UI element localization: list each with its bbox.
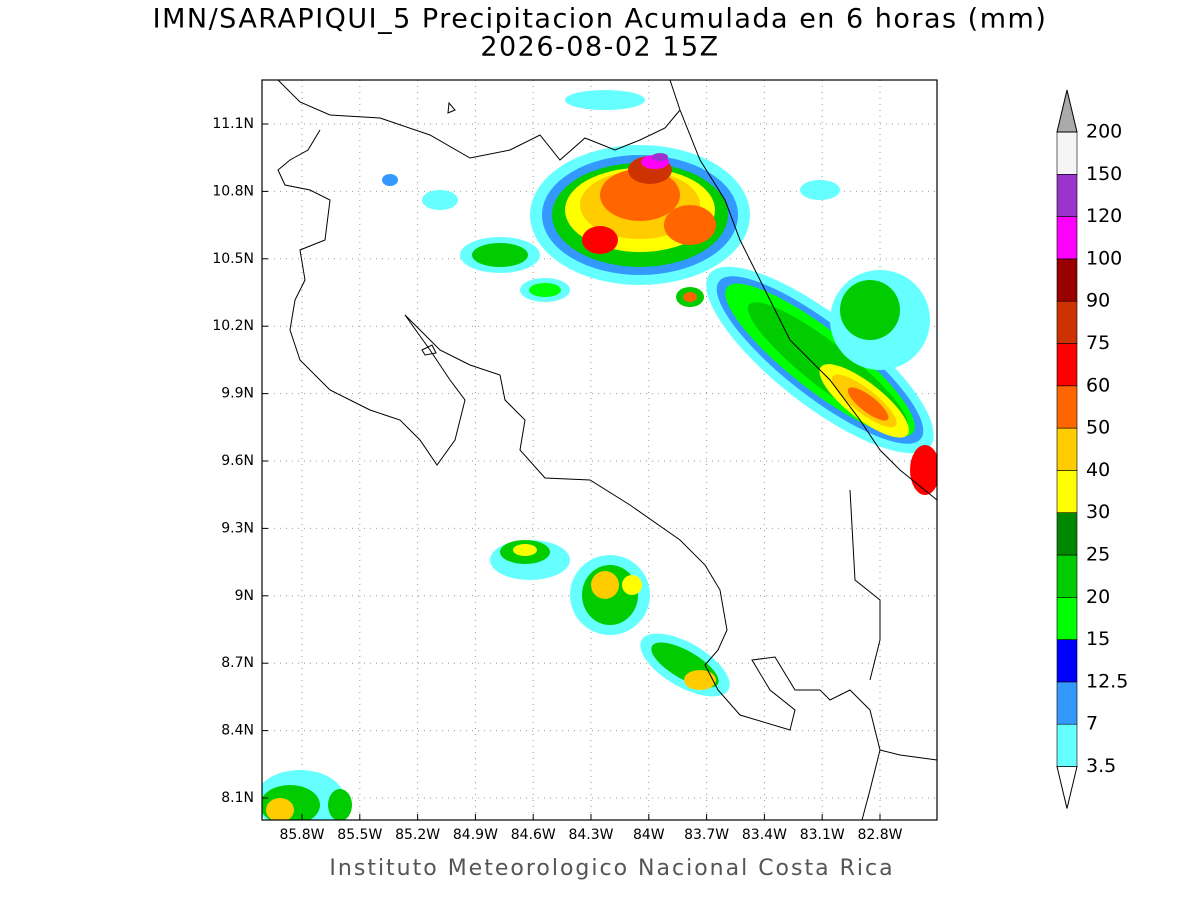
colorbar-segment	[1056, 174, 1078, 217]
lat-label: 10.5N	[212, 251, 254, 267]
lon-label: 84.3W	[568, 827, 613, 843]
lon-label: 82.8W	[857, 827, 902, 843]
lon-label: 85.5W	[337, 827, 382, 843]
colorbar-label: 3.5	[1086, 755, 1116, 777]
map-frame	[261, 79, 938, 821]
lon-label: 83.1W	[800, 827, 845, 843]
map: 11.1N 10.8N 10.5N 10.2N 9.9N 9.6N 9.3N 9N 8.7N 8.…	[212, 79, 938, 843]
colorbar-segment	[1056, 216, 1078, 260]
colorbar: 3.5 7 12.5 15 20 25 30 40 50 60 75 90 100 120 150 200	[1056, 89, 1128, 809]
colorbar-label: 40	[1086, 459, 1110, 481]
colorbar-segment	[1056, 554, 1078, 598]
colorbar-segment	[1056, 343, 1078, 387]
rain-band	[706, 266, 934, 454]
lat-label: 8.7N	[221, 655, 254, 671]
subtitle: 2026-08-02 15Z	[480, 32, 719, 63]
rain-south	[262, 540, 730, 820]
colorbar-label: 30	[1086, 501, 1110, 523]
colorbar-segment	[1056, 258, 1078, 302]
lat-label: 8.4N	[221, 723, 254, 739]
colorbar-segment	[1056, 300, 1078, 344]
colorbar-label: 120	[1086, 205, 1122, 227]
colorbar-label: 100	[1086, 247, 1122, 269]
colorbar-label: 150	[1086, 163, 1122, 185]
colorbar-label: 60	[1086, 374, 1110, 396]
lat-label: 9.6N	[221, 453, 254, 469]
lat-label: 11.1N	[212, 116, 254, 132]
colorbar-label: 75	[1086, 332, 1110, 354]
rain-north	[382, 90, 840, 307]
credit: Instituto Meteorologico Nacional Costa R…	[329, 856, 894, 881]
colorbar-high	[1056, 89, 1078, 133]
colorbar-label: 12.5	[1086, 670, 1128, 692]
colorbar-label: 90	[1086, 290, 1110, 312]
lat-label: 9.3N	[221, 520, 254, 536]
colorbar-label: 25	[1086, 544, 1110, 566]
lon-label: 84W	[633, 827, 665, 843]
colorbar-label: 50	[1086, 417, 1110, 439]
colorbar-segment	[1056, 639, 1078, 683]
colorbar-segment	[1056, 470, 1078, 513]
colorbar-label: 20	[1086, 586, 1110, 608]
lon-label: 85.8W	[279, 827, 324, 843]
colorbar-segment	[1056, 385, 1078, 429]
coastlines	[277, 80, 937, 820]
lat-label: 9.9N	[221, 386, 254, 402]
title: IMN/SARAPIQUI_5 Precipitacion Acumulada …	[153, 4, 1048, 35]
colorbar-segment	[1056, 427, 1078, 471]
colorbar-segment	[1056, 723, 1078, 767]
colorbar-segment	[1056, 131, 1078, 175]
colorbar-segment	[1056, 512, 1078, 556]
colorbar-label: 7	[1086, 713, 1098, 735]
lat-label: 10.8N	[212, 183, 254, 199]
lon-label: 84.6W	[511, 827, 556, 843]
colorbar-label: 200	[1086, 121, 1122, 143]
colorbar-low	[1056, 766, 1078, 809]
precipitation	[262, 90, 937, 820]
lon-label: 85.2W	[395, 827, 440, 843]
lat-label: 9N	[235, 588, 254, 604]
lon-label: 83.4W	[742, 827, 787, 843]
lat-label: 10.2N	[212, 318, 254, 334]
colorbar-segment	[1056, 596, 1078, 640]
lon-label: 84.9W	[453, 827, 498, 843]
lon-label: 83.7W	[684, 827, 729, 843]
lat-label: 8.1N	[221, 790, 254, 806]
colorbar-label: 15	[1086, 628, 1110, 650]
colorbar-segment	[1056, 681, 1078, 725]
